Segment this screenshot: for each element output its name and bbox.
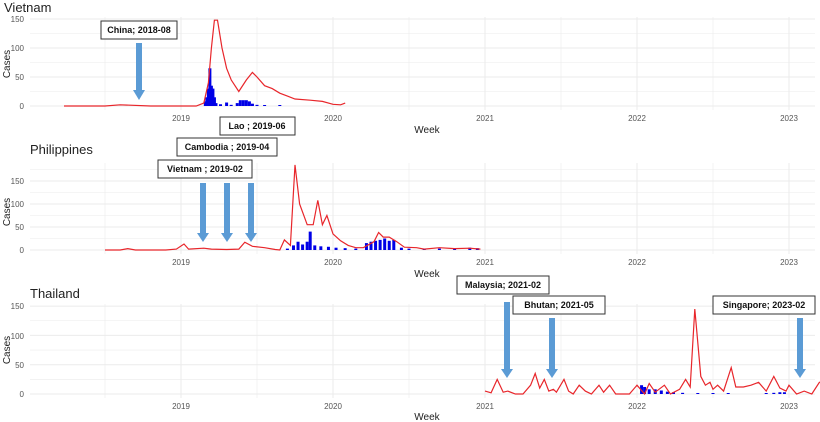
annotation-lao: Lao ; 2019-06 [219, 116, 296, 136]
y-tick: 150 [11, 177, 25, 186]
annotation-cambodia: Cambodia ; 2019-04 [176, 137, 278, 157]
x-tick: 2020 [324, 258, 342, 267]
y-tick: 50 [15, 223, 24, 232]
x-tick: 2022 [628, 258, 646, 267]
arrow-down-icon [794, 318, 806, 378]
x-tick: 2023 [780, 402, 798, 411]
y-tick: 100 [11, 332, 25, 341]
bar-series [203, 68, 282, 106]
x-axis: 2019 2020 2021 2022 2023 Week [172, 402, 798, 422]
bar-series [285, 231, 479, 250]
x-tick: 2021 [476, 114, 494, 123]
y-axis-label: Cases [2, 198, 13, 226]
gridlines [30, 163, 815, 254]
annotation-label: China; 2018-08 [107, 25, 171, 35]
panel-title: Philippines [30, 142, 93, 157]
panel-title: Thailand [30, 286, 80, 301]
panel-title: Vietnam [4, 0, 51, 15]
x-tick: 2021 [476, 258, 494, 267]
annotation-china: China; 2018-08 [100, 20, 178, 100]
x-tick: 2020 [324, 402, 342, 411]
x-tick: 2019 [172, 258, 190, 267]
x-tick: 2022 [628, 402, 646, 411]
y-axis: 0 50 100 150 Cases [2, 15, 25, 111]
arrow-down-icon [245, 183, 257, 242]
x-axis-label: Week [414, 269, 440, 280]
panel-philippines: Philippines 0 50 100 150 Cases 2019 2020… [2, 116, 815, 280]
y-axis-label: Cases [2, 50, 13, 78]
x-tick: 2019 [172, 114, 190, 123]
y-axis: 0 50 100 150 Cases [2, 177, 25, 255]
annotation-malaysia: Malaysia; 2021-02 [456, 275, 550, 295]
arrow-down-icon [221, 183, 233, 242]
y-tick: 150 [11, 15, 25, 24]
x-tick: 2019 [172, 402, 190, 411]
annotation-label: Singapore; 2023-02 [723, 300, 806, 310]
y-tick: 0 [20, 102, 25, 111]
arrow-down-icon [197, 183, 209, 242]
y-axis: 0 50 100 150 Cases [2, 302, 25, 399]
annotation-label: Cambodia ; 2019-04 [185, 142, 270, 152]
y-tick: 100 [11, 200, 25, 209]
x-tick: 2023 [780, 114, 798, 123]
x-tick: 2021 [476, 402, 494, 411]
gridlines [30, 304, 815, 398]
x-axis: 2019 2020 2021 2022 2023 Week [172, 258, 798, 280]
x-axis-label: Week [414, 412, 440, 422]
x-axis-label: Week [414, 125, 440, 136]
x-tick: 2023 [780, 258, 798, 267]
x-tick: 2022 [628, 114, 646, 123]
annotation-label: Malaysia; 2021-02 [465, 280, 541, 290]
x-tick: 2020 [324, 114, 342, 123]
annotation-vietnam: Vietnam ; 2019-02 [157, 159, 253, 179]
panel-vietnam: Vietnam 0 50 100 150 Cases 2019 2020 202… [2, 0, 815, 136]
y-tick: 0 [20, 246, 25, 255]
annotation-label: Vietnam ; 2019-02 [167, 164, 243, 174]
arrow-down-icon [546, 318, 558, 378]
x-axis: 2019 2020 2021 2022 2023 Week [172, 114, 798, 136]
arrow-down-icon [133, 43, 145, 100]
line-series [484, 308, 820, 396]
arrow-down-icon [501, 302, 513, 378]
annotation-label: Bhutan; 2021-05 [524, 300, 594, 310]
line-series [64, 19, 346, 107]
y-tick: 0 [20, 390, 25, 399]
y-tick: 150 [11, 302, 25, 311]
y-tick: 100 [11, 44, 25, 53]
annotation-label: Lao ; 2019-06 [228, 121, 285, 131]
y-tick: 50 [15, 73, 24, 82]
panel-thailand: Thailand 0 50 100 150 Cases 2019 2020 20… [2, 275, 820, 422]
y-tick: 50 [15, 361, 24, 370]
annotation-bhutan: Bhutan; 2021-05 [512, 295, 606, 315]
y-axis-label: Cases [2, 336, 13, 364]
line-series [105, 164, 481, 251]
annotation-singapore: Singapore; 2023-02 [712, 295, 816, 315]
